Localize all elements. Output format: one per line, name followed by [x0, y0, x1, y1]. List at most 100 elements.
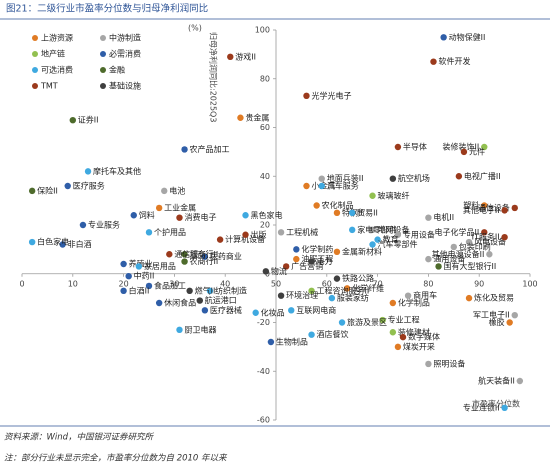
legend-label: 可选消费	[41, 65, 73, 75]
point-label: 塑料	[463, 200, 479, 210]
point	[506, 319, 513, 326]
x-tick-label: 80	[423, 279, 433, 288]
point-label: 互联网电商	[296, 305, 336, 315]
point-label: 航天装备II	[478, 376, 515, 386]
point	[425, 360, 432, 368]
legend-label: 上游资源	[41, 33, 73, 43]
point	[486, 251, 493, 258]
point	[166, 251, 173, 258]
point-label: 摩托车及其他	[93, 166, 141, 176]
point	[120, 287, 127, 295]
point	[481, 143, 488, 151]
point	[369, 226, 376, 234]
point-label: 通信服务	[174, 249, 206, 259]
y-tick-label: 100	[255, 26, 270, 35]
point	[242, 231, 249, 238]
y-tick-label: 40	[260, 172, 270, 181]
point-label: 油服工程	[301, 254, 333, 264]
x-tick-label: 30	[169, 279, 179, 288]
point	[155, 204, 163, 212]
point	[303, 92, 310, 100]
point	[242, 212, 249, 219]
point-label: 生物制品	[276, 337, 308, 347]
point	[501, 404, 508, 412]
point-label: 服装家纺	[337, 293, 369, 303]
legend-label: 金融	[109, 65, 125, 75]
point	[455, 173, 463, 180]
point	[379, 316, 386, 324]
point-label: 贵金属	[245, 112, 269, 122]
y-tick-label: -40	[257, 367, 270, 376]
point	[318, 175, 325, 182]
point	[28, 238, 36, 246]
point-label: 出版	[251, 229, 267, 239]
point	[267, 338, 275, 346]
point-label: 计算机设备	[225, 234, 265, 244]
source-note: 资料来源：Wind，中国银河证券研究所	[4, 432, 155, 443]
point-label: 包装印刷	[459, 241, 491, 251]
point	[69, 116, 77, 124]
x-tick-label: 0	[19, 279, 24, 288]
point	[308, 287, 315, 295]
point-label: 装修装饰II	[443, 142, 480, 152]
x-tick-label: 10	[68, 279, 78, 288]
point	[394, 231, 402, 238]
point	[465, 294, 473, 302]
point-label: 燃气II	[195, 285, 216, 295]
point-label: 家居用品	[144, 261, 176, 271]
point-label: 电池	[169, 185, 185, 195]
x-tick-label: 100	[522, 279, 537, 288]
point	[120, 260, 127, 268]
point-label: 城商行II	[190, 249, 219, 259]
point	[288, 307, 295, 314]
legend-label: 基础设施	[109, 81, 141, 91]
point	[252, 309, 259, 316]
point-label: 软件开发	[438, 56, 470, 66]
legend-label: 必需消费	[109, 49, 141, 59]
legend-swatch	[100, 35, 106, 41]
point	[333, 248, 341, 256]
point-label: 专业服务	[88, 220, 120, 230]
point	[349, 226, 356, 234]
point	[237, 114, 244, 121]
point	[369, 192, 376, 199]
point	[277, 292, 285, 299]
point	[318, 182, 325, 190]
point	[450, 243, 457, 251]
y-axis-title: 归母净利润同比:2025Q3	[209, 32, 219, 122]
point	[501, 207, 508, 214]
point	[293, 246, 300, 253]
point-label: 通用设备	[433, 254, 465, 264]
point-label: 纺织制造	[215, 285, 247, 295]
legend-swatch	[100, 51, 106, 57]
point-label: 环境治理	[286, 290, 318, 300]
point-label: 白色家电	[37, 237, 69, 247]
point-label: 装修建材	[398, 327, 430, 337]
legend-swatch	[100, 67, 106, 73]
point	[145, 229, 153, 236]
point	[511, 204, 518, 212]
point	[481, 229, 488, 236]
point-label: 通信设备	[478, 202, 510, 212]
point-label: 半导体	[403, 142, 427, 152]
point-label: 广告营销	[291, 261, 323, 271]
point-label: 工业金属	[164, 202, 196, 212]
point-label: 军工电子II	[473, 310, 510, 320]
point-label: 炼化及贸易	[474, 293, 514, 303]
point	[374, 236, 381, 243]
point	[328, 294, 336, 302]
point	[430, 58, 437, 65]
point	[125, 272, 132, 280]
point	[282, 263, 290, 270]
point	[389, 329, 397, 336]
point-label: 白酒II	[129, 285, 150, 295]
point	[465, 238, 473, 246]
point-label: 电机II	[433, 212, 454, 222]
point	[186, 287, 193, 295]
point-label: 电网设备	[378, 224, 410, 234]
point	[84, 168, 92, 175]
x-axis-title: 市盈率分位数	[472, 399, 520, 409]
point	[349, 209, 356, 217]
point-label: 消费电子	[184, 212, 216, 222]
point-label: 医疗器械	[210, 305, 242, 315]
